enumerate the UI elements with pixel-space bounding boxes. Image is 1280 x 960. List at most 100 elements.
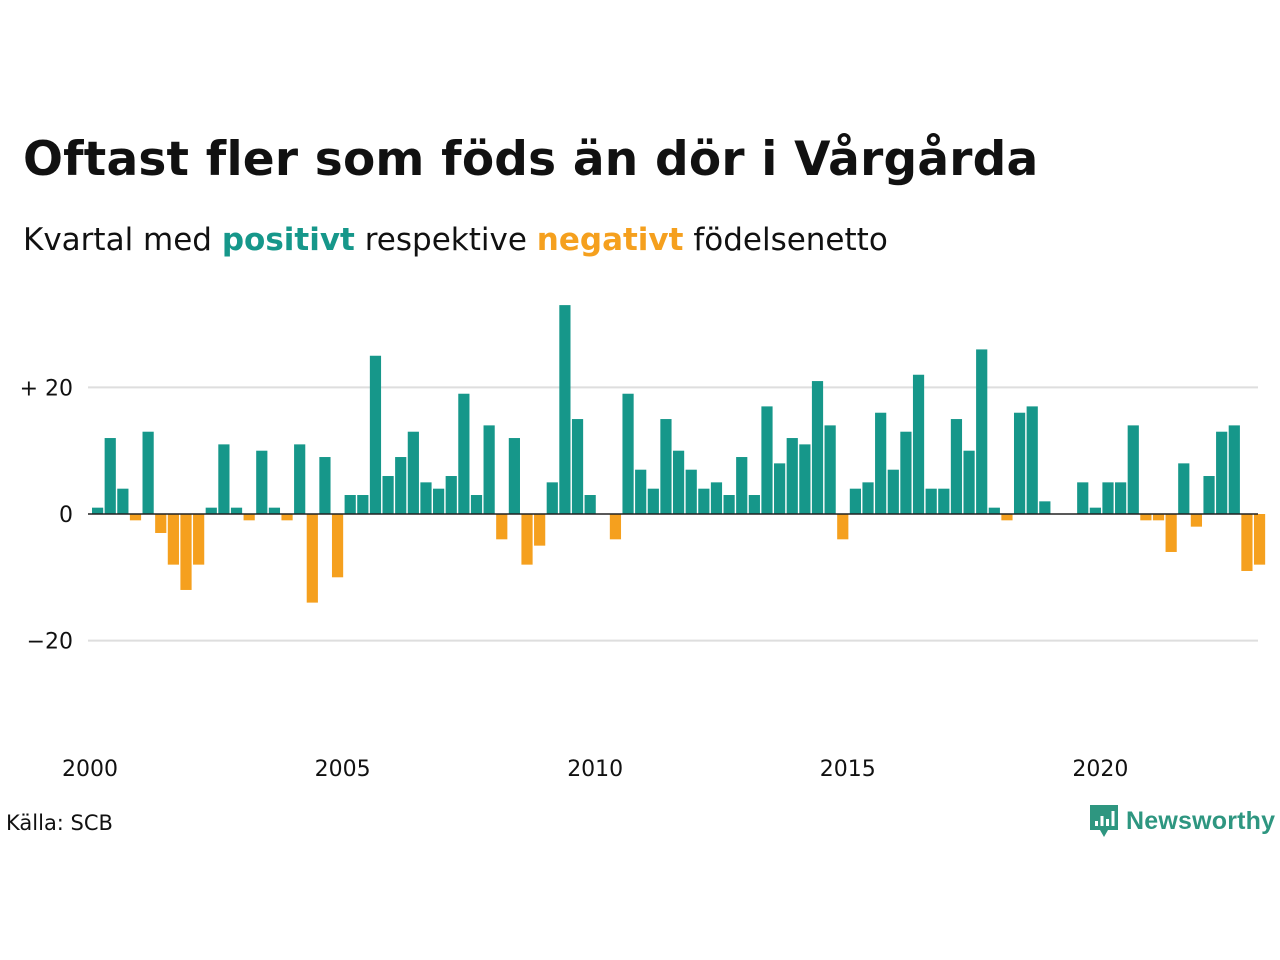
bar-positive [938, 488, 950, 514]
bar-positive [950, 419, 963, 514]
bar-positive [824, 425, 836, 514]
bars [92, 305, 1266, 603]
bar-positive [887, 469, 899, 514]
bar-positive [799, 444, 811, 514]
bar-positive [685, 469, 697, 514]
bar-negative [1253, 514, 1266, 565]
bar-positive [230, 507, 243, 514]
bar-negative [129, 514, 142, 521]
bar-positive [407, 431, 419, 514]
bar-positive [559, 305, 571, 514]
brand-name: Newsworthy [1126, 806, 1276, 835]
bar-positive [976, 349, 988, 514]
bar-positive [988, 507, 1000, 514]
bar-positive [1127, 425, 1139, 514]
bar-positive [862, 482, 874, 514]
bar-positive [1026, 406, 1038, 514]
y-tick-label: 0 [59, 503, 73, 528]
bar-positive [92, 507, 104, 514]
subtitle-suffix: födelsenetto [683, 222, 888, 258]
bar-positive [1077, 482, 1089, 514]
bar-positive [369, 355, 382, 514]
chart-subtitle: Kvartal med positivt respektive negativt… [23, 220, 888, 260]
bar-positive [256, 450, 268, 514]
x-tick-label: 2010 [567, 757, 623, 782]
bar-positive [1013, 412, 1026, 514]
x-tick-label: 2005 [315, 757, 371, 782]
bar-positive [546, 482, 558, 514]
bar-positive [925, 488, 937, 514]
y-tick-label: + 20 [20, 376, 73, 401]
chart-title: Oftast fler som föds än dör i Vårgårda [23, 132, 1039, 187]
bar-positive [395, 457, 407, 514]
bar-negative [1140, 514, 1152, 521]
bar-negative [167, 514, 179, 565]
bar-negative [496, 514, 508, 540]
bar-positive [736, 457, 748, 514]
bar-negative [281, 514, 293, 521]
subtitle-prefix: Kvartal med [23, 222, 222, 258]
bar-positive [571, 419, 584, 514]
bar-positive [660, 419, 672, 514]
bar-positive [622, 393, 634, 514]
bar-positive [382, 476, 394, 514]
bar-positive [698, 488, 710, 514]
bar-negative [155, 514, 167, 533]
bar-negative [1190, 514, 1203, 527]
bar-positive [458, 393, 470, 514]
bar-negative [1241, 514, 1253, 571]
bar-positive [433, 488, 445, 514]
bar-positive [786, 438, 798, 514]
x-tick-label: 2015 [820, 757, 876, 782]
bar-positive [470, 495, 483, 514]
bar-positive [117, 488, 129, 514]
bar-positive [849, 488, 861, 514]
subtitle-positive-word: positivt [221, 222, 355, 258]
bar-positive [104, 438, 116, 514]
bar-negative [193, 514, 205, 565]
bar-positive [748, 495, 760, 514]
newsworthy-logo-icon [1090, 805, 1118, 837]
gridlines [88, 386, 1258, 642]
bar-negative [1001, 514, 1013, 521]
bar-positive [268, 507, 281, 514]
bar-negative [306, 514, 318, 603]
bar-positive [508, 438, 520, 514]
bar-positive [1039, 501, 1051, 514]
subtitle-negative-word: negativt [536, 222, 684, 258]
bar-positive [319, 457, 331, 514]
subtitle-middle: respektive [354, 222, 537, 258]
bar-positive [761, 406, 773, 514]
bar-positive [445, 476, 457, 514]
bar-positive [723, 495, 735, 514]
bar-positive [1228, 425, 1240, 514]
bar-positive [344, 495, 356, 514]
bar-negative [521, 514, 533, 565]
bar-negative [1165, 514, 1177, 552]
source-credit: Källa: SCB [6, 811, 113, 835]
bar-positive [875, 412, 887, 514]
bar-positive [142, 431, 154, 514]
bar-chart: + 20 0 −20 2000 2005 2010 2015 2020 [20, 305, 1266, 782]
bar-negative [609, 514, 622, 540]
bar-positive [294, 444, 306, 514]
bar-positive [1203, 476, 1215, 514]
x-tick-label: 2000 [62, 757, 118, 782]
bar-negative [837, 514, 849, 540]
bar-negative [1152, 514, 1165, 521]
bar-positive [900, 431, 912, 514]
axes: + 20 0 −20 2000 2005 2010 2015 2020 [20, 376, 1258, 782]
bar-positive [963, 450, 975, 514]
bar-positive [672, 450, 685, 514]
x-tick-label: 2020 [1072, 757, 1128, 782]
bar-positive [357, 495, 369, 514]
bar-positive [912, 374, 925, 514]
bar-positive [635, 469, 647, 514]
bar-positive [483, 425, 495, 514]
bar-positive [218, 444, 230, 514]
bar-positive [1178, 463, 1190, 514]
bar-negative [180, 514, 192, 590]
brand-logo: Newsworthy [1088, 803, 1275, 839]
bar-positive [420, 482, 432, 514]
bar-positive [1089, 507, 1101, 514]
